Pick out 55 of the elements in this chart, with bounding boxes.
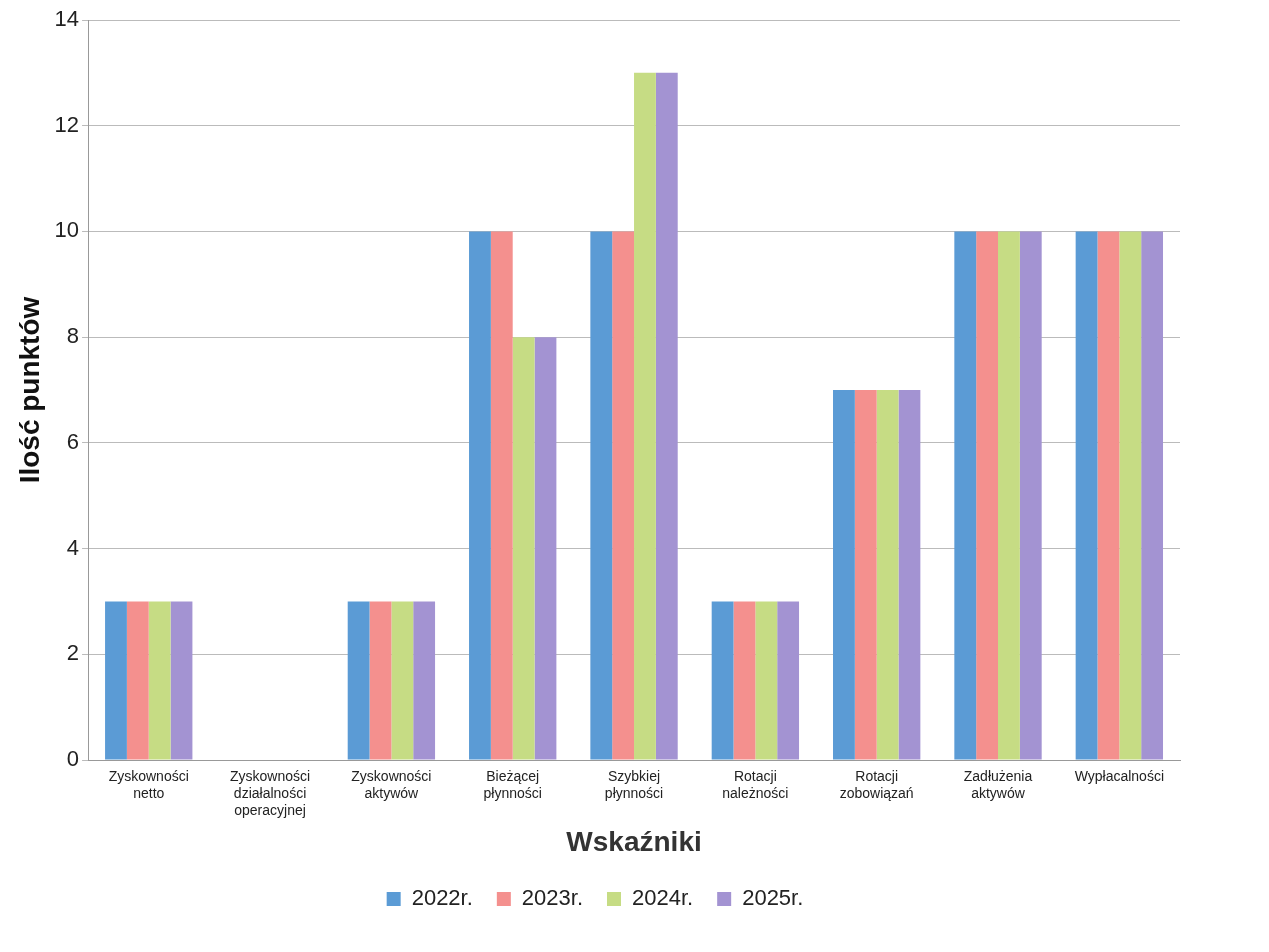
bar [148, 601, 171, 760]
x-axis-title: Wskaźniki [566, 825, 702, 857]
y-tick-label: 0 [66, 746, 80, 772]
x-tick-label: Zyskowności netto [108, 768, 189, 802]
bar [490, 231, 513, 760]
bar [898, 390, 921, 760]
legend-label: 2022r. [411, 885, 473, 911]
bar [976, 231, 999, 760]
bar [170, 601, 193, 760]
bar [733, 601, 756, 760]
bar [954, 231, 977, 760]
bar [854, 390, 877, 760]
bar [590, 231, 613, 760]
y-tick-label: 2 [66, 640, 80, 666]
legend-label: 2024r. [632, 885, 694, 911]
y-axis-title: Ilość punktów [13, 296, 45, 484]
bar [755, 601, 778, 760]
bar [711, 601, 734, 760]
x-tick-label: Rotacji należności [722, 768, 789, 802]
bar [126, 601, 149, 760]
bar [655, 72, 678, 760]
x-tick-label: Bieżącej płynności [483, 768, 542, 802]
bar [512, 337, 535, 760]
x-tick-label: Szybkiej płynności [604, 768, 664, 802]
bar [876, 390, 899, 760]
bar [413, 601, 436, 760]
x-tick-label: Zyskowności działalności operacyjnej [229, 768, 311, 818]
legend-label: 2023r. [521, 885, 584, 911]
bar [612, 231, 635, 760]
bar [1141, 231, 1164, 760]
bar [634, 72, 656, 760]
y-tick-label: 6 [66, 428, 80, 454]
bar [1097, 231, 1120, 760]
bar [1119, 231, 1142, 760]
bar [347, 601, 370, 760]
bar [1075, 231, 1098, 760]
bar [105, 601, 127, 760]
bar [391, 601, 414, 760]
bar [369, 601, 392, 760]
bar [833, 390, 855, 760]
bar [1019, 231, 1042, 760]
x-tick-label: Zadłużenia aktywów [963, 768, 1033, 802]
y-tick-label: 14 [54, 6, 80, 32]
y-tick-label: 8 [66, 323, 80, 349]
bar [998, 231, 1020, 760]
y-tick-label: 12 [54, 111, 80, 137]
bar [534, 337, 557, 760]
y-tick-label: 10 [54, 217, 80, 243]
x-tick-label: Wypłacalności [1074, 768, 1165, 785]
y-tick-label: 4 [66, 534, 80, 560]
bar [469, 231, 491, 760]
bar [777, 601, 800, 760]
x-tick-label: Zyskowności aktywów [351, 768, 432, 802]
x-tick-label: Rotacji zobowiązań [839, 768, 914, 802]
legend-label: 2025r. [742, 885, 804, 911]
